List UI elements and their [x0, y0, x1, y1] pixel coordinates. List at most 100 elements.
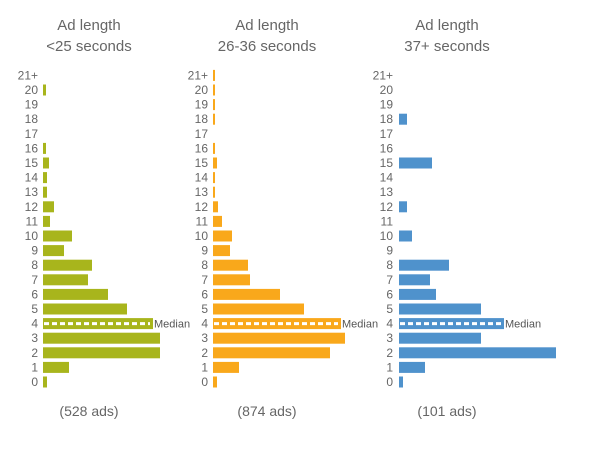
tick-label: 18	[195, 112, 209, 126]
bar-15	[399, 157, 432, 169]
tick-label: 11	[26, 214, 39, 228]
tick-label: 18	[25, 112, 39, 126]
bar-13	[213, 186, 215, 198]
median-label: Median	[342, 319, 378, 331]
tick-label: 18	[380, 112, 394, 126]
tick-label: 7	[201, 273, 208, 287]
bar-20	[43, 84, 46, 96]
tick-label: 17	[195, 127, 209, 141]
tick-label: 10	[380, 229, 394, 243]
tick-label: 13	[195, 185, 209, 199]
bar-10	[43, 230, 72, 242]
tick-label: 0	[201, 375, 208, 389]
tick-label: 3	[201, 331, 208, 345]
bar-4	[43, 318, 153, 330]
tick-label: 20	[380, 83, 394, 97]
panel-subtitle: <25 seconds	[46, 38, 131, 55]
tick-label: 6	[386, 287, 393, 301]
tick-label: 3	[386, 331, 393, 345]
bar-20	[213, 84, 215, 96]
bar-6	[43, 288, 108, 300]
tick-label: 6	[201, 287, 208, 301]
tick-label: 6	[31, 287, 38, 301]
bar-9	[43, 245, 64, 257]
tick-label: 5	[201, 302, 208, 316]
bar-10	[213, 230, 232, 242]
bar-12	[213, 201, 218, 213]
bar-5	[43, 303, 127, 315]
tick-label: 15	[380, 156, 394, 170]
tick-label: 0	[31, 375, 38, 389]
tick-label: 12	[195, 200, 209, 214]
median-label: Median	[154, 319, 190, 331]
tick-label: 13	[380, 185, 394, 199]
tick-label: 20	[25, 83, 39, 97]
bar-2	[213, 347, 330, 359]
bar-12	[399, 201, 407, 213]
bar-7	[399, 274, 430, 286]
tick-label: 15	[195, 156, 209, 170]
tick-label: 10	[25, 229, 39, 243]
bar-3	[213, 332, 345, 344]
tick-label: 8	[31, 258, 38, 272]
tick-label: 0	[386, 375, 393, 389]
tick-label: 2	[386, 346, 393, 360]
tick-label: 19	[380, 98, 394, 112]
bar-0	[399, 376, 403, 388]
tick-label: 2	[31, 346, 38, 360]
bar-0	[213, 376, 217, 388]
bar-5	[399, 303, 481, 315]
tick-label: 9	[201, 244, 208, 258]
bar-15	[213, 157, 217, 169]
tick-label: 15	[25, 156, 39, 170]
tick-label: 19	[25, 98, 39, 112]
bar-2	[399, 347, 556, 359]
tick-label: 4	[386, 317, 393, 331]
bar-21-plus	[213, 69, 215, 81]
bar-2	[43, 347, 160, 359]
bar-6	[399, 288, 436, 300]
bar-19	[213, 99, 215, 111]
median-label: Median	[505, 319, 541, 331]
panel-title: Ad length	[57, 17, 120, 34]
bar-0	[43, 376, 47, 388]
bar-14	[213, 172, 215, 184]
bar-3	[43, 332, 160, 344]
bar-8	[43, 259, 92, 271]
bar-6	[213, 288, 280, 300]
tick-label: 4	[31, 317, 38, 331]
bar-1	[43, 361, 69, 373]
ad-count-label: (874 ads)	[237, 403, 296, 419]
ad-count-label: (528 ads)	[59, 403, 118, 419]
tick-label: 4	[201, 317, 208, 331]
bar-5	[213, 303, 304, 315]
tick-label: 5	[31, 302, 38, 316]
tick-label: 8	[201, 258, 208, 272]
tick-label: 10	[195, 229, 209, 243]
bar-1	[213, 361, 239, 373]
tick-label: 19	[195, 98, 209, 112]
tick-label: 21+	[188, 68, 208, 82]
tick-label: 5	[386, 302, 393, 316]
tick-label: 17	[25, 127, 39, 141]
panel-subtitle: 37+ seconds	[404, 38, 489, 55]
bar-8	[399, 259, 449, 271]
tick-label: 14	[380, 171, 394, 185]
bar-18	[213, 113, 215, 125]
panel-title: Ad length	[415, 17, 478, 34]
tick-label: 3	[31, 331, 38, 345]
tick-label: 1	[31, 360, 38, 374]
bar-11	[213, 215, 222, 227]
tick-label: 8	[386, 258, 393, 272]
tick-label: 1	[201, 360, 208, 374]
bar-1	[399, 361, 425, 373]
bar-12	[43, 201, 54, 213]
tick-label: 12	[25, 200, 39, 214]
tick-label: 16	[380, 141, 394, 155]
bar-16	[213, 142, 215, 154]
bar-7	[43, 274, 88, 286]
